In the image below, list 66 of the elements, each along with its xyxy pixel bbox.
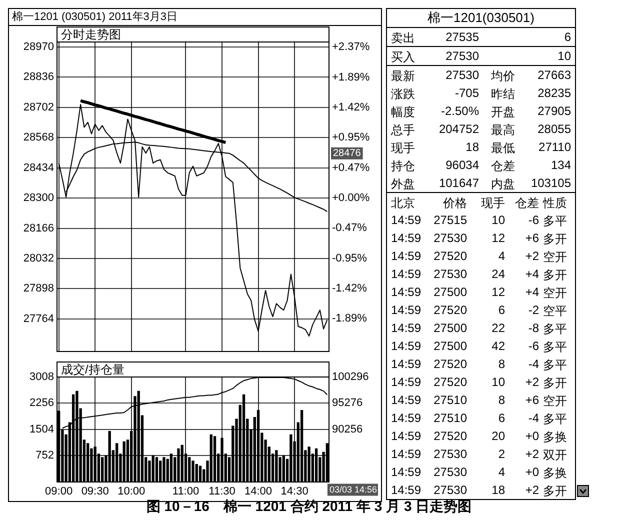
text: 外盘 101647 内盘 103105 xyxy=(391,176,571,191)
text: 买入 27530 10 xyxy=(391,49,571,64)
chart-subtitle: 分时走势图 xyxy=(61,27,121,42)
y-tick-label: 28702 xyxy=(23,101,54,114)
y-tick-label: 28568 xyxy=(23,132,54,144)
text: 14:59 27530 4 +0 多换 xyxy=(391,465,567,480)
y2-tick-label: -1.42% xyxy=(332,282,368,295)
x-tick-label: 09:00 xyxy=(45,485,73,498)
y2-tick-label: +2.37% xyxy=(332,40,370,53)
text: 幅度 -2.50% 开盘 27905 xyxy=(391,104,571,119)
y2-tick-label: 95276 xyxy=(332,397,363,410)
text: 卖出 27535 6 xyxy=(391,30,571,45)
y2-tick-label: 90256 xyxy=(332,423,363,436)
y2-tick-label: 100296 xyxy=(332,371,369,384)
text: 14:59 27520 20 +0 多换 xyxy=(391,429,567,444)
text: 14:59 27530 24 +4 多开 xyxy=(391,267,567,282)
text: 涨跌 -705 昨结 28235 xyxy=(391,86,571,101)
text: 14:59 27500 22 -8 多平 xyxy=(391,321,567,336)
y2-tick-label: +1.89% xyxy=(332,71,370,84)
y-tick-label: 3008 xyxy=(30,371,54,384)
x-tick-label: 14:00 xyxy=(244,485,272,498)
x-tick-label: 09:30 xyxy=(81,485,109,498)
y-tick-label: 28836 xyxy=(23,71,54,84)
y-tick-label: 27764 xyxy=(23,312,54,325)
y2-tick-label: -1.89% xyxy=(332,312,368,325)
text: 14:59 27520 10 +2 多开 xyxy=(391,375,567,390)
y-tick-label: 27898 xyxy=(23,282,54,295)
text: 北京 价格 现手 仓差 性质 xyxy=(391,196,567,210)
text: 03/03 14:56 xyxy=(329,484,377,494)
x-tick-label: 11:00 xyxy=(172,485,200,498)
y-tick-label: 1504 xyxy=(30,423,54,436)
y2-tick-label: +0.00% xyxy=(332,192,370,204)
text: 14:59 27500 12 +4 空开 xyxy=(391,285,567,300)
text: 现手 18 最低 27110 xyxy=(391,140,571,155)
y2-tick-label: +1.42% xyxy=(332,101,370,114)
text: 14:59 27515 10 -6 多平 xyxy=(391,213,567,228)
text: 14:59 27530 12 +6 多开 xyxy=(391,231,567,246)
chart-title: 棉一1201 (030501) 2011年3月3日 xyxy=(9,9,381,26)
text: 总手 204752 最高 28055 xyxy=(391,122,571,137)
text: 持仓 96034 仓差 134 xyxy=(391,158,571,173)
y2-tick-label: -0.47% xyxy=(332,222,368,234)
chart-title: 成交/持仓量 xyxy=(61,362,124,376)
y-tick-label: 28300 xyxy=(23,192,54,204)
y-tick-label: 28166 xyxy=(23,222,54,234)
y2-tick-label: +0.95% xyxy=(332,131,370,144)
x-tick-label: 14:30 xyxy=(280,485,308,498)
y2-tick-label: +0.47% xyxy=(332,162,370,174)
text: 最新 27530 均价 27663 xyxy=(391,68,571,83)
x-tick-label: 10:00 xyxy=(118,485,146,498)
y-tick-label: 2256 xyxy=(30,397,54,410)
y-tick-label: 28434 xyxy=(23,162,54,174)
text: 14:59 27520 8 -4 多平 xyxy=(391,357,567,372)
x-tick-label: 11:30 xyxy=(208,485,236,498)
text: 14:59 27520 6 -2 空平 xyxy=(391,303,567,318)
text: 28476 xyxy=(333,148,362,160)
text: 14:59 27520 4 +2 空开 xyxy=(391,249,567,264)
text: 14:59 27510 6 -4 多平 xyxy=(391,411,567,426)
text: 棉一1201(030501) xyxy=(387,9,575,28)
y-tick-label: 28032 xyxy=(23,252,54,265)
text: 14:59 27500 42 -6 多平 xyxy=(391,339,567,354)
text: 14:59 27530 2 +2 双开 xyxy=(391,447,567,462)
text: 14:59 27510 8 +6 空开 xyxy=(391,393,567,408)
y-tick-label: 28970 xyxy=(23,40,54,53)
y-tick-label: 752 xyxy=(36,450,54,462)
text: 14:59 27530 18 +2 多开 xyxy=(391,483,567,498)
y2-tick-label: -0.95% xyxy=(332,252,368,265)
